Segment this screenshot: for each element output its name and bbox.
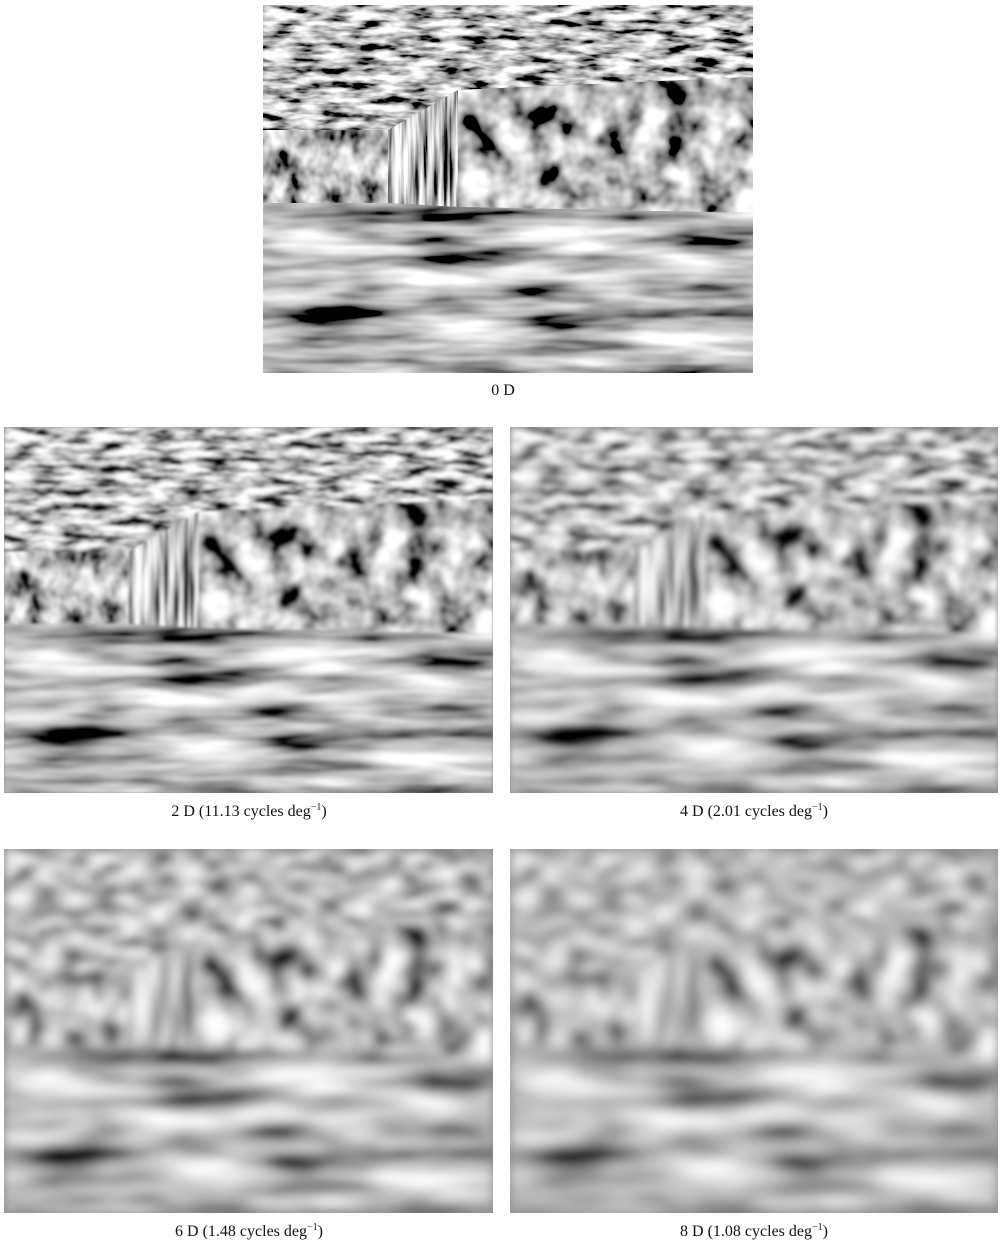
caption-end: ) bbox=[321, 803, 326, 820]
caption-end: ) bbox=[823, 1223, 828, 1240]
caption: 4 D (2.01 cycles deg bbox=[680, 803, 812, 820]
blurred-scene-image bbox=[263, 5, 753, 373]
superscript: −1 bbox=[311, 802, 322, 813]
caption: 4 D (2.01 cycles deg−1) bbox=[680, 803, 828, 821]
back-wall bbox=[263, 130, 388, 203]
back-wall bbox=[4, 973, 129, 1045]
back-wall bbox=[510, 973, 634, 1045]
blurred-scene-image bbox=[510, 427, 998, 793]
figure: 0 D2 D (11.13 cycles deg−1)4 D (2.01 cyc… bbox=[0, 0, 1003, 1247]
caption: 8 D (1.08 cycles deg bbox=[680, 1223, 812, 1240]
caption: 6 D (1.48 cycles deg bbox=[175, 1223, 307, 1240]
right-wall bbox=[199, 499, 493, 634]
superscript: −1 bbox=[307, 1222, 318, 1233]
blurred-scene-image bbox=[510, 849, 998, 1213]
superscript: −1 bbox=[812, 802, 823, 813]
caption-end: ) bbox=[318, 1223, 323, 1240]
caption-end: ) bbox=[823, 803, 828, 820]
floor bbox=[263, 203, 753, 373]
superscript: −1 bbox=[812, 1222, 823, 1233]
right-wall bbox=[458, 77, 753, 213]
back-wall bbox=[4, 551, 129, 624]
caption: 2 D (11.13 cycles deg bbox=[171, 803, 310, 820]
right-wall bbox=[704, 920, 998, 1055]
caption: 8 D (1.08 cycles deg−1) bbox=[680, 1223, 828, 1241]
back-wall bbox=[510, 551, 634, 624]
right-wall bbox=[704, 499, 998, 634]
caption: 0 D bbox=[491, 382, 515, 400]
caption: 0 D bbox=[491, 382, 515, 399]
floor bbox=[510, 624, 998, 793]
floor bbox=[4, 624, 493, 793]
caption: 6 D (1.48 cycles deg−1) bbox=[175, 1223, 323, 1241]
floor bbox=[4, 1045, 493, 1213]
right-wall bbox=[199, 920, 493, 1055]
blurred-scene-image bbox=[4, 427, 493, 793]
caption: 2 D (11.13 cycles deg−1) bbox=[171, 803, 326, 821]
floor bbox=[510, 1045, 998, 1213]
blurred-scene-image bbox=[4, 849, 493, 1213]
